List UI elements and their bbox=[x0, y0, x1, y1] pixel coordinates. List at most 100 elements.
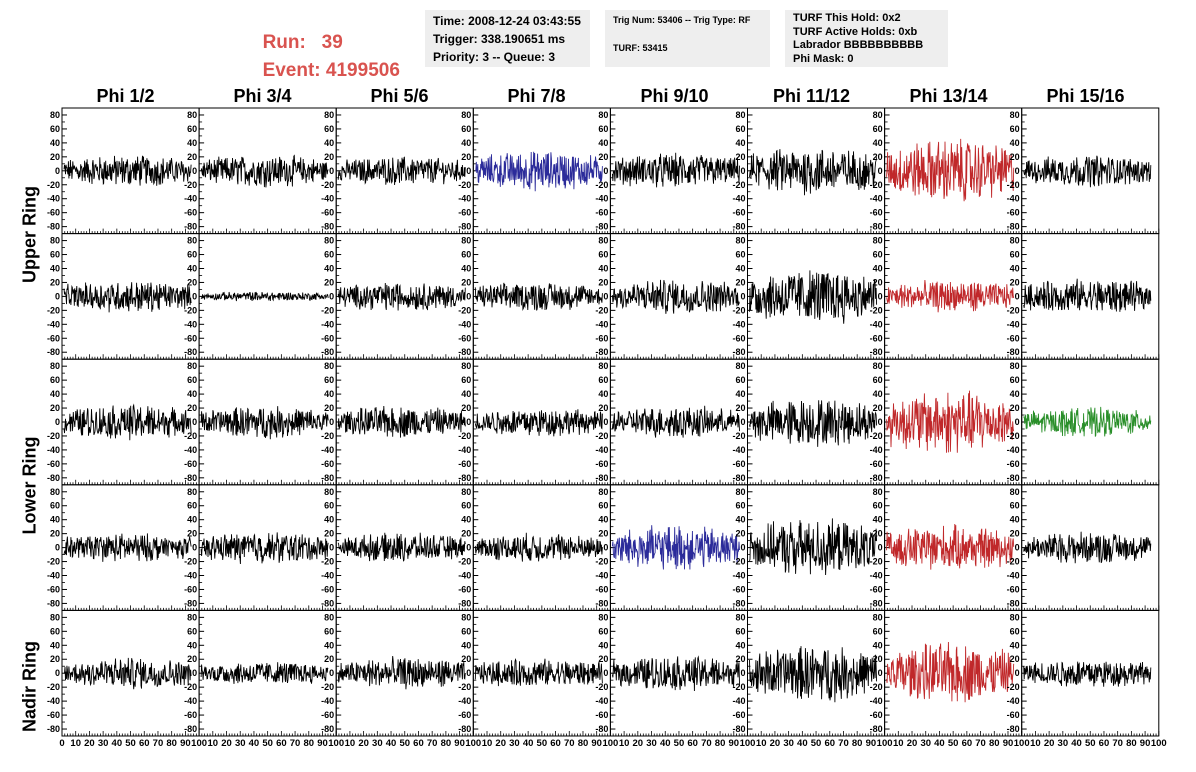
x-tick-label: 50 bbox=[811, 738, 822, 749]
y-tick-label: 0 bbox=[192, 417, 197, 427]
y-tick-label: -20 bbox=[1007, 682, 1020, 692]
y-tick-label: -20 bbox=[184, 431, 197, 441]
y-tick-label: 0 bbox=[55, 417, 60, 427]
y-tick-label: 40 bbox=[1010, 263, 1020, 273]
y-tick-label: -40 bbox=[870, 445, 883, 455]
x-tick-label: 80 bbox=[578, 738, 589, 749]
y-tick-label: -80 bbox=[1007, 724, 1020, 734]
y-tick-label: 60 bbox=[735, 124, 745, 134]
y-tick-label: 20 bbox=[324, 277, 334, 287]
y-tick-label: -20 bbox=[321, 682, 334, 692]
x-tick-label: 30 bbox=[98, 738, 109, 749]
y-tick-label: -40 bbox=[1007, 696, 1020, 706]
y-tick-label: 0 bbox=[740, 543, 745, 553]
y-tick-label: -60 bbox=[458, 208, 471, 218]
waveform-r0-c7 bbox=[1023, 155, 1152, 188]
y-tick-label: 80 bbox=[735, 487, 745, 497]
y-tick-label: 20 bbox=[873, 152, 883, 162]
turf-active-text: TURF Active Holds: 0xb bbox=[793, 25, 918, 38]
y-tick-label: 60 bbox=[735, 250, 745, 260]
y-tick-label: 20 bbox=[598, 277, 608, 287]
y-tick-label: -60 bbox=[321, 710, 334, 720]
y-tick-label: -80 bbox=[1007, 473, 1020, 483]
x-tick-label: 30 bbox=[509, 738, 520, 749]
y-tick-label: 60 bbox=[324, 124, 334, 134]
col-title-3: Phi 7/8 bbox=[507, 86, 566, 106]
col-title-4: Phi 9/10 bbox=[640, 86, 709, 106]
y-tick-label: 80 bbox=[598, 361, 608, 371]
y-tick-label: 80 bbox=[873, 110, 883, 120]
y-tick-label: -40 bbox=[870, 571, 883, 581]
trigger-text: Trigger: 338.190651 ms bbox=[433, 32, 566, 46]
x-tick-label: 30 bbox=[920, 738, 931, 749]
y-tick-label: 20 bbox=[50, 152, 60, 162]
waveform-r2-c4 bbox=[611, 405, 740, 438]
y-tick-label: -60 bbox=[47, 208, 60, 218]
x-tick-label: 10 bbox=[893, 738, 904, 749]
y-tick-label: -80 bbox=[870, 473, 883, 483]
x-tick-label: 50 bbox=[262, 738, 273, 749]
y-tick-label: 60 bbox=[50, 124, 60, 134]
y-tick-label: 40 bbox=[50, 263, 60, 273]
y-tick-label: -20 bbox=[47, 557, 60, 567]
y-tick-label: -20 bbox=[184, 180, 197, 190]
y-tick-label: 80 bbox=[1010, 361, 1020, 371]
y-tick-label: 40 bbox=[461, 640, 471, 650]
y-tick-label: 60 bbox=[324, 375, 334, 385]
x-tick-label: 100 bbox=[740, 738, 756, 749]
waveform-r0-c6 bbox=[886, 138, 1015, 202]
waveform-r1-c3 bbox=[474, 282, 603, 311]
x-tick-label: 20 bbox=[358, 738, 369, 749]
event-value: 4199506 bbox=[325, 60, 400, 81]
y-tick-label: -20 bbox=[184, 557, 197, 567]
y-tick-label: 80 bbox=[873, 487, 883, 497]
y-tick-label: -40 bbox=[47, 571, 60, 581]
y-tick-label: 40 bbox=[50, 389, 60, 399]
y-tick-label: -40 bbox=[1007, 445, 1020, 455]
waveform-r4-c5 bbox=[749, 646, 878, 703]
y-tick-label: 40 bbox=[1010, 640, 1020, 650]
y-tick-label: 80 bbox=[324, 236, 334, 246]
y-tick-label: -20 bbox=[321, 431, 334, 441]
y-tick-label: 40 bbox=[461, 389, 471, 399]
x-tick-label: 60 bbox=[413, 738, 424, 749]
y-tick-label: 60 bbox=[324, 501, 334, 511]
y-tick-label: 60 bbox=[461, 501, 471, 511]
y-tick-label: -80 bbox=[732, 473, 745, 483]
y-tick-label: 40 bbox=[598, 138, 608, 148]
y-tick-label: 40 bbox=[735, 515, 745, 525]
x-tick-label: 40 bbox=[934, 738, 945, 749]
waveform-r3-c7 bbox=[1023, 531, 1152, 564]
y-tick-label: -20 bbox=[458, 305, 471, 315]
y-tick-label: -20 bbox=[47, 305, 60, 315]
y-tick-label: 60 bbox=[50, 501, 60, 511]
y-tick-label: 80 bbox=[461, 236, 471, 246]
y-tick-label: 80 bbox=[735, 612, 745, 622]
y-tick-label: 60 bbox=[598, 626, 608, 636]
y-tick-label: 20 bbox=[187, 277, 197, 287]
y-tick-label: 60 bbox=[187, 250, 197, 260]
y-tick-label: -40 bbox=[732, 194, 745, 204]
waveform-r3-c6 bbox=[886, 523, 1015, 570]
y-tick-label: 80 bbox=[324, 612, 334, 622]
y-tick-label: -40 bbox=[870, 696, 883, 706]
y-tick-label: -80 bbox=[870, 724, 883, 734]
y-tick-label: 40 bbox=[735, 263, 745, 273]
y-tick-label: -80 bbox=[595, 222, 608, 232]
x-tick-label: 50 bbox=[125, 738, 136, 749]
y-tick-label: -60 bbox=[321, 333, 334, 343]
y-tick-label: -60 bbox=[321, 459, 334, 469]
x-tick-label: 100 bbox=[328, 738, 344, 749]
x-tick-label: 100 bbox=[602, 738, 618, 749]
x-tick-label: 30 bbox=[235, 738, 246, 749]
y-tick-label: -20 bbox=[184, 682, 197, 692]
y-tick-label: 0 bbox=[603, 668, 608, 678]
run-line: Run: 39 bbox=[252, 10, 343, 54]
y-tick-label: -40 bbox=[458, 571, 471, 581]
x-tick-label: 60 bbox=[687, 738, 698, 749]
y-tick-label: 80 bbox=[187, 236, 197, 246]
y-tick-label: 20 bbox=[187, 529, 197, 539]
y-tick-label: 0 bbox=[603, 291, 608, 301]
x-tick-label: 10 bbox=[482, 738, 493, 749]
x-tick-label: 30 bbox=[646, 738, 657, 749]
